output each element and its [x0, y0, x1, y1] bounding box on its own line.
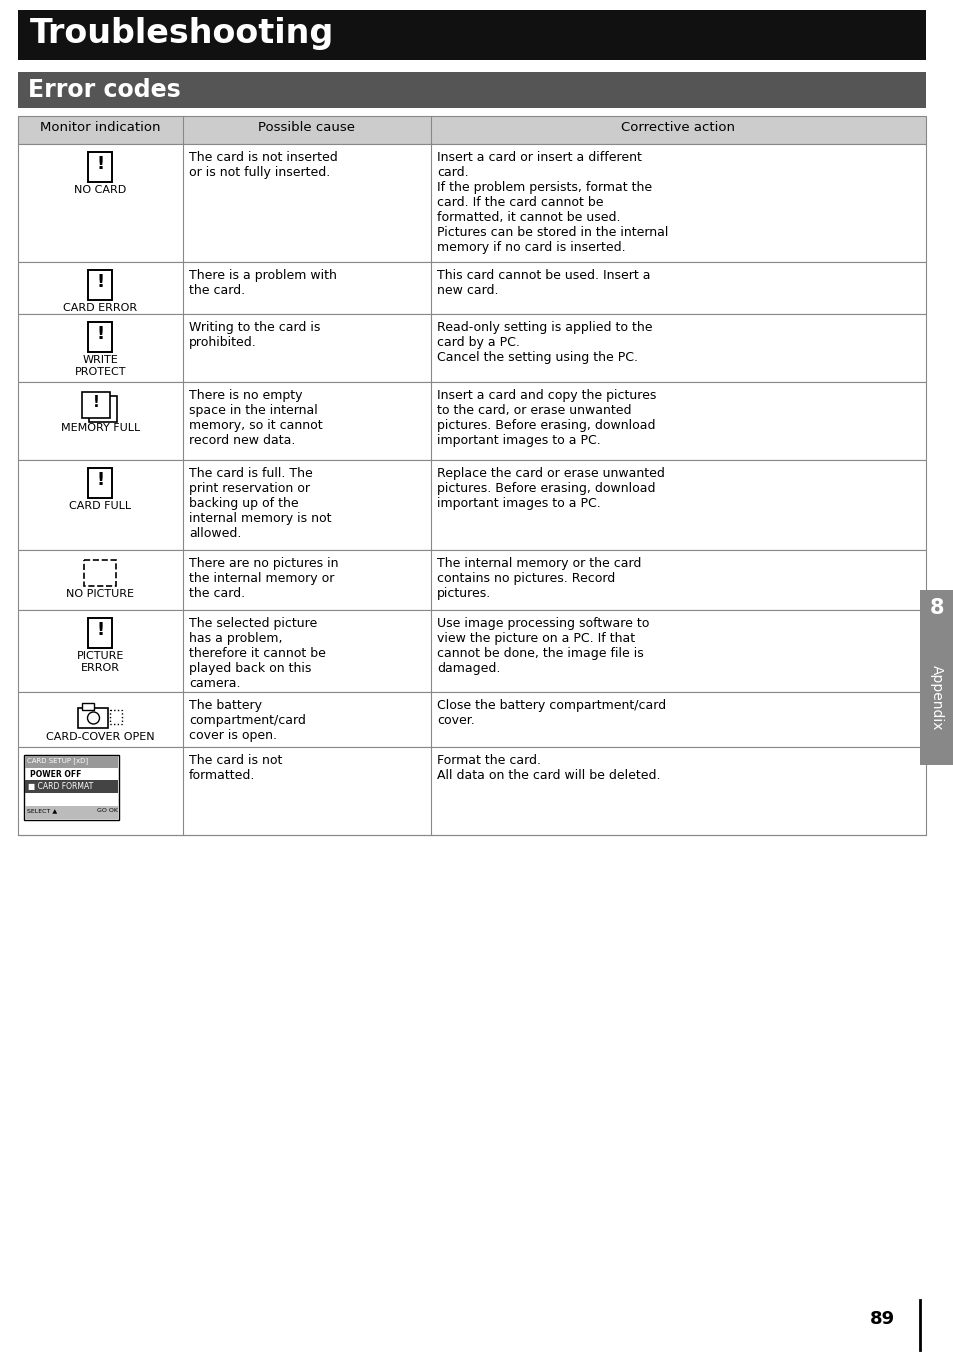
Bar — [18, 72, 925, 109]
Text: GO OK: GO OK — [97, 807, 118, 813]
Text: The card is not
formatted.: The card is not formatted. — [189, 754, 282, 782]
Bar — [18, 460, 925, 550]
Text: The selected picture
has a problem,
therefore it cannot be
played back on this
c: The selected picture has a problem, ther… — [189, 617, 326, 689]
Bar — [18, 746, 925, 835]
Bar — [18, 383, 925, 460]
Bar — [18, 115, 925, 144]
Bar — [111, 710, 122, 725]
Bar — [18, 262, 925, 313]
Bar — [25, 806, 118, 820]
Text: Writing to the card is
prohibited.: Writing to the card is prohibited. — [189, 322, 320, 349]
Text: !: ! — [93, 395, 100, 410]
Text: WRITE
PROTECT: WRITE PROTECT — [74, 356, 126, 377]
Text: !: ! — [96, 324, 105, 343]
Text: MEMORY FULL: MEMORY FULL — [61, 423, 140, 433]
Text: Read-only setting is applied to the
card by a PC.
Cancel the setting using the P: Read-only setting is applied to the card… — [436, 322, 652, 364]
Text: There is no empty
space in the internal
memory, so it cannot
record new data.: There is no empty space in the internal … — [189, 389, 322, 446]
Bar — [90, 396, 117, 422]
Text: !: ! — [96, 273, 105, 290]
Text: The card is full. The
print reservation or
backing up of the
internal memory is : The card is full. The print reservation … — [189, 467, 331, 540]
Text: There is a problem with
the card.: There is a problem with the card. — [189, 269, 336, 297]
Bar — [18, 313, 925, 383]
Bar — [25, 780, 118, 792]
Text: !: ! — [96, 155, 105, 172]
Text: There are no pictures in
the internal memory or
the card.: There are no pictures in the internal me… — [189, 556, 338, 600]
Text: This card cannot be used. Insert a
new card.: This card cannot be used. Insert a new c… — [436, 269, 650, 297]
Bar — [89, 617, 112, 649]
Text: CARD-COVER OPEN: CARD-COVER OPEN — [46, 731, 154, 742]
Text: PICTURE
ERROR: PICTURE ERROR — [77, 651, 124, 673]
Text: Insert a card and copy the pictures
to the card, or erase unwanted
pictures. Bef: Insert a card and copy the pictures to t… — [436, 389, 656, 446]
Text: Replace the card or erase unwanted
pictures. Before erasing, download
important : Replace the card or erase unwanted pictu… — [436, 467, 664, 510]
Bar — [82, 392, 111, 418]
Bar — [18, 611, 925, 692]
Bar — [25, 756, 118, 768]
Bar — [82, 703, 94, 710]
Text: !: ! — [96, 471, 105, 489]
Text: Appendix: Appendix — [929, 665, 943, 730]
Bar — [18, 9, 925, 60]
Text: !: ! — [96, 622, 105, 639]
Text: 89: 89 — [869, 1310, 894, 1329]
Text: Format the card.
All data on the card will be deleted.: Format the card. All data on the card wi… — [436, 754, 659, 782]
Text: Insert a card or insert a different
card.
If the problem persists, format the
ca: Insert a card or insert a different card… — [436, 151, 668, 254]
Text: The battery
compartment/card
cover is open.: The battery compartment/card cover is op… — [189, 699, 306, 742]
Bar — [89, 468, 112, 498]
Text: NO PICTURE: NO PICTURE — [67, 589, 134, 598]
Text: Troubleshooting: Troubleshooting — [30, 18, 334, 50]
Bar — [89, 322, 112, 351]
Bar — [18, 550, 925, 611]
Text: Monitor indication: Monitor indication — [40, 121, 161, 134]
Circle shape — [88, 712, 99, 725]
Bar — [89, 270, 112, 300]
Text: Use image processing software to
view the picture on a PC. If that
cannot be don: Use image processing software to view th… — [436, 617, 649, 674]
Text: The internal memory or the card
contains no pictures. Record
pictures.: The internal memory or the card contains… — [436, 556, 640, 600]
Text: SELECT ▲: SELECT ▲ — [27, 807, 57, 813]
Bar — [89, 152, 112, 182]
Bar — [919, 590, 953, 765]
Text: POWER OFF: POWER OFF — [30, 769, 81, 779]
Text: Close the battery compartment/card
cover.: Close the battery compartment/card cover… — [436, 699, 665, 727]
Text: CARD ERROR: CARD ERROR — [63, 303, 137, 313]
Bar — [18, 144, 925, 262]
Bar — [78, 708, 109, 727]
Text: Error codes: Error codes — [28, 77, 180, 102]
Bar — [24, 754, 119, 820]
Text: Possible cause: Possible cause — [258, 121, 355, 134]
Text: ■ CARD FORMAT: ■ CARD FORMAT — [28, 782, 93, 791]
Bar — [18, 692, 925, 746]
Text: 8: 8 — [929, 598, 943, 617]
Text: CARD SETUP [xD]: CARD SETUP [xD] — [27, 757, 88, 764]
Text: CARD FULL: CARD FULL — [70, 501, 132, 512]
Text: Corrective action: Corrective action — [620, 121, 735, 134]
Text: NO CARD: NO CARD — [74, 185, 127, 195]
Bar — [85, 560, 116, 586]
Text: The card is not inserted
or is not fully inserted.: The card is not inserted or is not fully… — [189, 151, 337, 179]
